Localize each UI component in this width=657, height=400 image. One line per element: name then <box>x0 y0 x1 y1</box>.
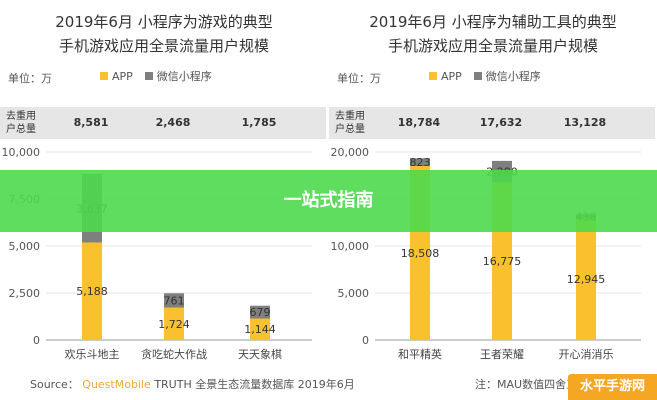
left-users-header-line2: 户总量 <box>6 124 36 135</box>
left-data-label-app-1: 1,724 <box>158 318 190 331</box>
left-bar-mini-1 <box>164 293 184 308</box>
right-data-label-app-2: 12,945 <box>567 273 606 286</box>
right-category-label-0: 和平精英 <box>398 347 442 361</box>
left-chart-title: 2019年6月 小程序为游戏的典型 手机游戏应用全景流量用户规模 <box>0 10 328 58</box>
left-legend-app: APP <box>100 68 133 84</box>
left-users-header: 去重用 户总量 <box>6 110 46 136</box>
right-chart-title: 2019年6月 小程序为辅助工具的典型 手机游戏应用全景流量用户规模 <box>329 10 657 58</box>
right-legend-app: APP <box>429 68 462 84</box>
left-category-label-0: 欢乐斗地主 <box>65 347 120 361</box>
right-ytick-label-1: 5,000 <box>338 287 370 300</box>
legend-swatch-app <box>100 72 108 80</box>
overlay-banner-text: 一站式指南 <box>283 190 374 211</box>
right-chart-title-line1: 2019年6月 小程序为辅助工具的典型 <box>369 13 617 31</box>
left-bar-app-2 <box>250 318 270 340</box>
source-brand: QuestMobile <box>82 378 151 391</box>
right-bar-app-2 <box>576 218 596 340</box>
left-data-label-app-2: 1,144 <box>244 323 276 336</box>
left-chart-title-line2: 手机游戏应用全景流量用户规模 <box>58 37 269 55</box>
right-legend-mini-label: 微信小程序 <box>485 70 541 83</box>
left-ytick-label-4: 10,000 <box>2 146 41 159</box>
right-ytick-label-2: 10,000 <box>331 240 370 253</box>
right-legend-app-label: APP <box>441 69 462 83</box>
right-category-label-2: 开心消消乐 <box>559 347 614 361</box>
source-note: Source： QuestMobile TRUTH 全景生态流量数据库 2019… <box>30 376 355 392</box>
left-users-total-row: 去重用 户总量 8,581 2,468 1,785 <box>0 107 326 139</box>
left-data-label-mini-1: 761 <box>164 294 185 307</box>
left-data-label-app-0: 5,188 <box>76 285 108 298</box>
legend-swatch-mini <box>144 72 153 80</box>
right-users-total-1: 17,632 <box>479 116 523 129</box>
left-ytick-label-1: 2,500 <box>9 287 41 300</box>
left-ytick-label-0: 0 <box>33 334 40 347</box>
left-legend-app-label: APP <box>112 69 133 83</box>
right-bar-mini-0 <box>410 158 430 167</box>
right-data-label-app-1: 16,775 <box>483 255 522 268</box>
source-rest: TRUTH 全景生态流量数据库 2019年6月 <box>154 378 355 391</box>
left-legend-mini: 微信小程序 <box>144 68 212 84</box>
right-unit-label: 单位：万 <box>337 72 381 85</box>
right-data-label-app-0: 18,508 <box>401 247 440 260</box>
right-category-label-1: 王者荣耀 <box>480 348 524 361</box>
right-ytick-label-4: 20,000 <box>331 146 370 159</box>
left-category-label-2: 天天象棋 <box>238 347 282 361</box>
left-users-total-1: 2,468 <box>155 116 191 129</box>
left-bar-mini-2 <box>250 305 270 319</box>
left-data-label-mini-2: 679 <box>250 306 271 319</box>
right-users-total-0: 18,784 <box>397 116 441 129</box>
left-legend-mini-label: 微信小程序 <box>156 70 212 83</box>
right-chart-title-line2: 手机游戏应用全景流量用户规模 <box>387 37 598 55</box>
right-legend: APP 微信小程序 <box>429 68 541 84</box>
right-legend-mini: 微信小程序 <box>473 68 541 84</box>
left-category-label-1: 贪吃蛇大作战 <box>141 347 207 361</box>
left-users-header-line1: 去重用 <box>6 111 36 122</box>
source-prefix: Source： <box>30 378 79 391</box>
right-ytick-label-0: 0 <box>362 334 369 347</box>
left-bar-app-0 <box>82 242 102 340</box>
left-unit-label: 单位：万 <box>8 72 52 85</box>
legend-swatch-app <box>429 72 437 80</box>
left-ytick-label-2: 5,000 <box>9 240 41 253</box>
left-users-total-0: 8,581 <box>73 116 109 129</box>
left-chart-panel: 2019年6月 小程序为游戏的典型 手机游戏应用全景流量用户规模 单位：万 AP… <box>0 0 328 372</box>
overlay-banner <box>0 170 657 232</box>
left-users-total-2: 1,785 <box>241 116 277 129</box>
left-chart-title-line1: 2019年6月 小程序为游戏的典型 <box>55 13 273 31</box>
site-watermark: 水平手游网 <box>568 374 657 400</box>
right-data-label-mini-0: 823 <box>410 156 431 169</box>
legend-swatch-mini <box>473 72 482 80</box>
left-bar-app-1 <box>164 307 184 340</box>
right-users-total-row: 去重用 户总量 18,784 17,632 13,128 <box>329 107 655 139</box>
left-legend: APP 微信小程序 <box>100 68 212 84</box>
right-users-header-line1: 去重用 <box>335 111 365 122</box>
right-users-header-line2: 户总量 <box>335 124 365 135</box>
right-users-total-2: 13,128 <box>563 116 607 129</box>
right-users-header: 去重用 户总量 <box>335 110 375 136</box>
